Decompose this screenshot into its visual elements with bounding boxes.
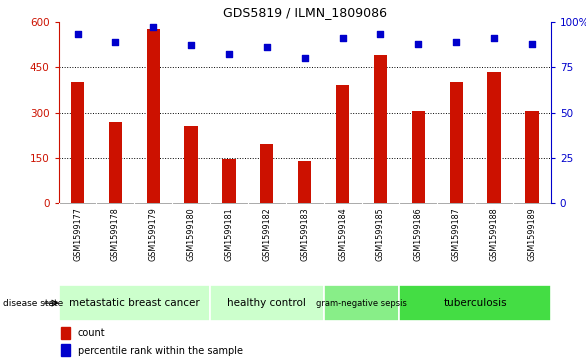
Bar [336,85,349,203]
Text: GSM1599188: GSM1599188 [489,207,499,261]
Point [262,44,271,50]
Bar [525,111,539,203]
Point [527,41,537,46]
Text: GSM1599186: GSM1599186 [414,207,423,261]
Text: GSM1599177: GSM1599177 [73,207,82,261]
Bar [298,161,311,203]
Text: GSM1599182: GSM1599182 [263,207,271,261]
Text: healthy control: healthy control [227,298,306,308]
Text: GSM1599181: GSM1599181 [224,207,233,261]
Point [376,32,385,37]
Text: GSM1599184: GSM1599184 [338,207,347,261]
Text: count: count [77,328,105,338]
Point [414,41,423,46]
Bar [449,82,463,203]
Text: gram-negative sepsis: gram-negative sepsis [316,299,407,307]
Point [489,35,499,41]
Text: GSM1599179: GSM1599179 [149,207,158,261]
Bar [71,82,84,203]
Point [451,39,461,45]
Bar [109,122,122,203]
Bar [412,111,425,203]
Text: GSM1599189: GSM1599189 [527,207,536,261]
Text: percentile rank within the sample: percentile rank within the sample [77,346,243,356]
Text: tuberculosis: tuberculosis [443,298,507,308]
Point [300,55,309,61]
Point [224,52,234,57]
Bar [400,285,551,321]
Bar [323,285,400,321]
Text: GSM1599183: GSM1599183 [300,207,309,261]
Point [149,24,158,30]
Text: GSM1599178: GSM1599178 [111,207,120,261]
Bar [210,285,323,321]
Point [111,39,120,45]
Text: GSM1599180: GSM1599180 [186,207,196,261]
Bar [62,327,70,339]
Text: metastatic breast cancer: metastatic breast cancer [69,298,200,308]
Point [338,35,347,41]
Bar [222,159,236,203]
Text: disease state: disease state [3,299,63,307]
Bar [146,29,160,203]
Bar [185,126,197,203]
Title: GDS5819 / ILMN_1809086: GDS5819 / ILMN_1809086 [223,6,387,19]
Bar [260,144,274,203]
Text: GSM1599185: GSM1599185 [376,207,385,261]
Bar [374,55,387,203]
Bar [488,72,500,203]
Bar [62,344,70,356]
Text: GSM1599187: GSM1599187 [452,207,461,261]
Bar [59,285,210,321]
Point [186,42,196,48]
Point [73,32,82,37]
